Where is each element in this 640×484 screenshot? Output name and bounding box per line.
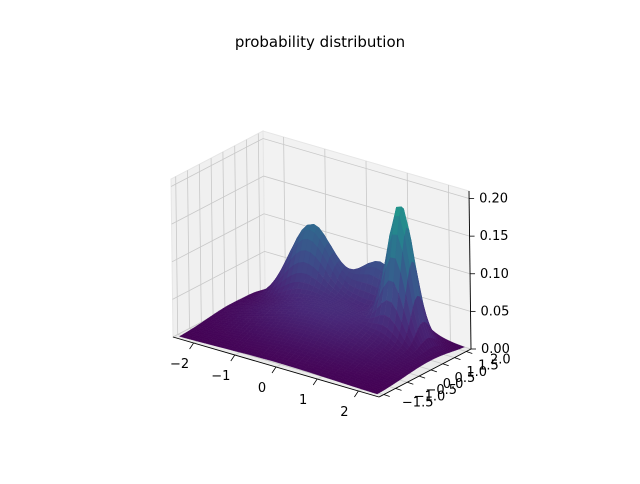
y-tick-mark: [407, 382, 413, 384]
x-tick-label: −1: [211, 369, 230, 384]
y-tick-mark: [431, 370, 437, 372]
z-tick-label: 0.00: [481, 342, 510, 357]
z-tick-label: 0.15: [480, 229, 509, 244]
x-tick-label: −2: [170, 357, 189, 372]
x-tick-mark: [231, 355, 235, 361]
z-tick-label: 0.10: [480, 267, 509, 282]
x-tick-label: 1: [299, 393, 307, 408]
y-tick-mark: [419, 376, 425, 378]
x-tick-mark: [272, 367, 276, 373]
y-tick-mark: [396, 388, 402, 390]
y-tick-mark: [466, 351, 472, 353]
y-tick-mark: [443, 364, 449, 366]
x-tick-mark: [313, 379, 317, 385]
y-tick-mark: [454, 358, 460, 360]
x-tick-mark: [190, 343, 194, 349]
z-tick-label: 0.05: [481, 304, 510, 319]
x-tick-mark: [354, 391, 358, 397]
x-tick-label: 2: [340, 405, 348, 420]
chart-title: probability distribution: [0, 33, 640, 51]
z-tick-label: 0.20: [479, 192, 508, 207]
x-tick-label: 0: [258, 381, 266, 396]
y-tick-mark: [384, 395, 390, 397]
